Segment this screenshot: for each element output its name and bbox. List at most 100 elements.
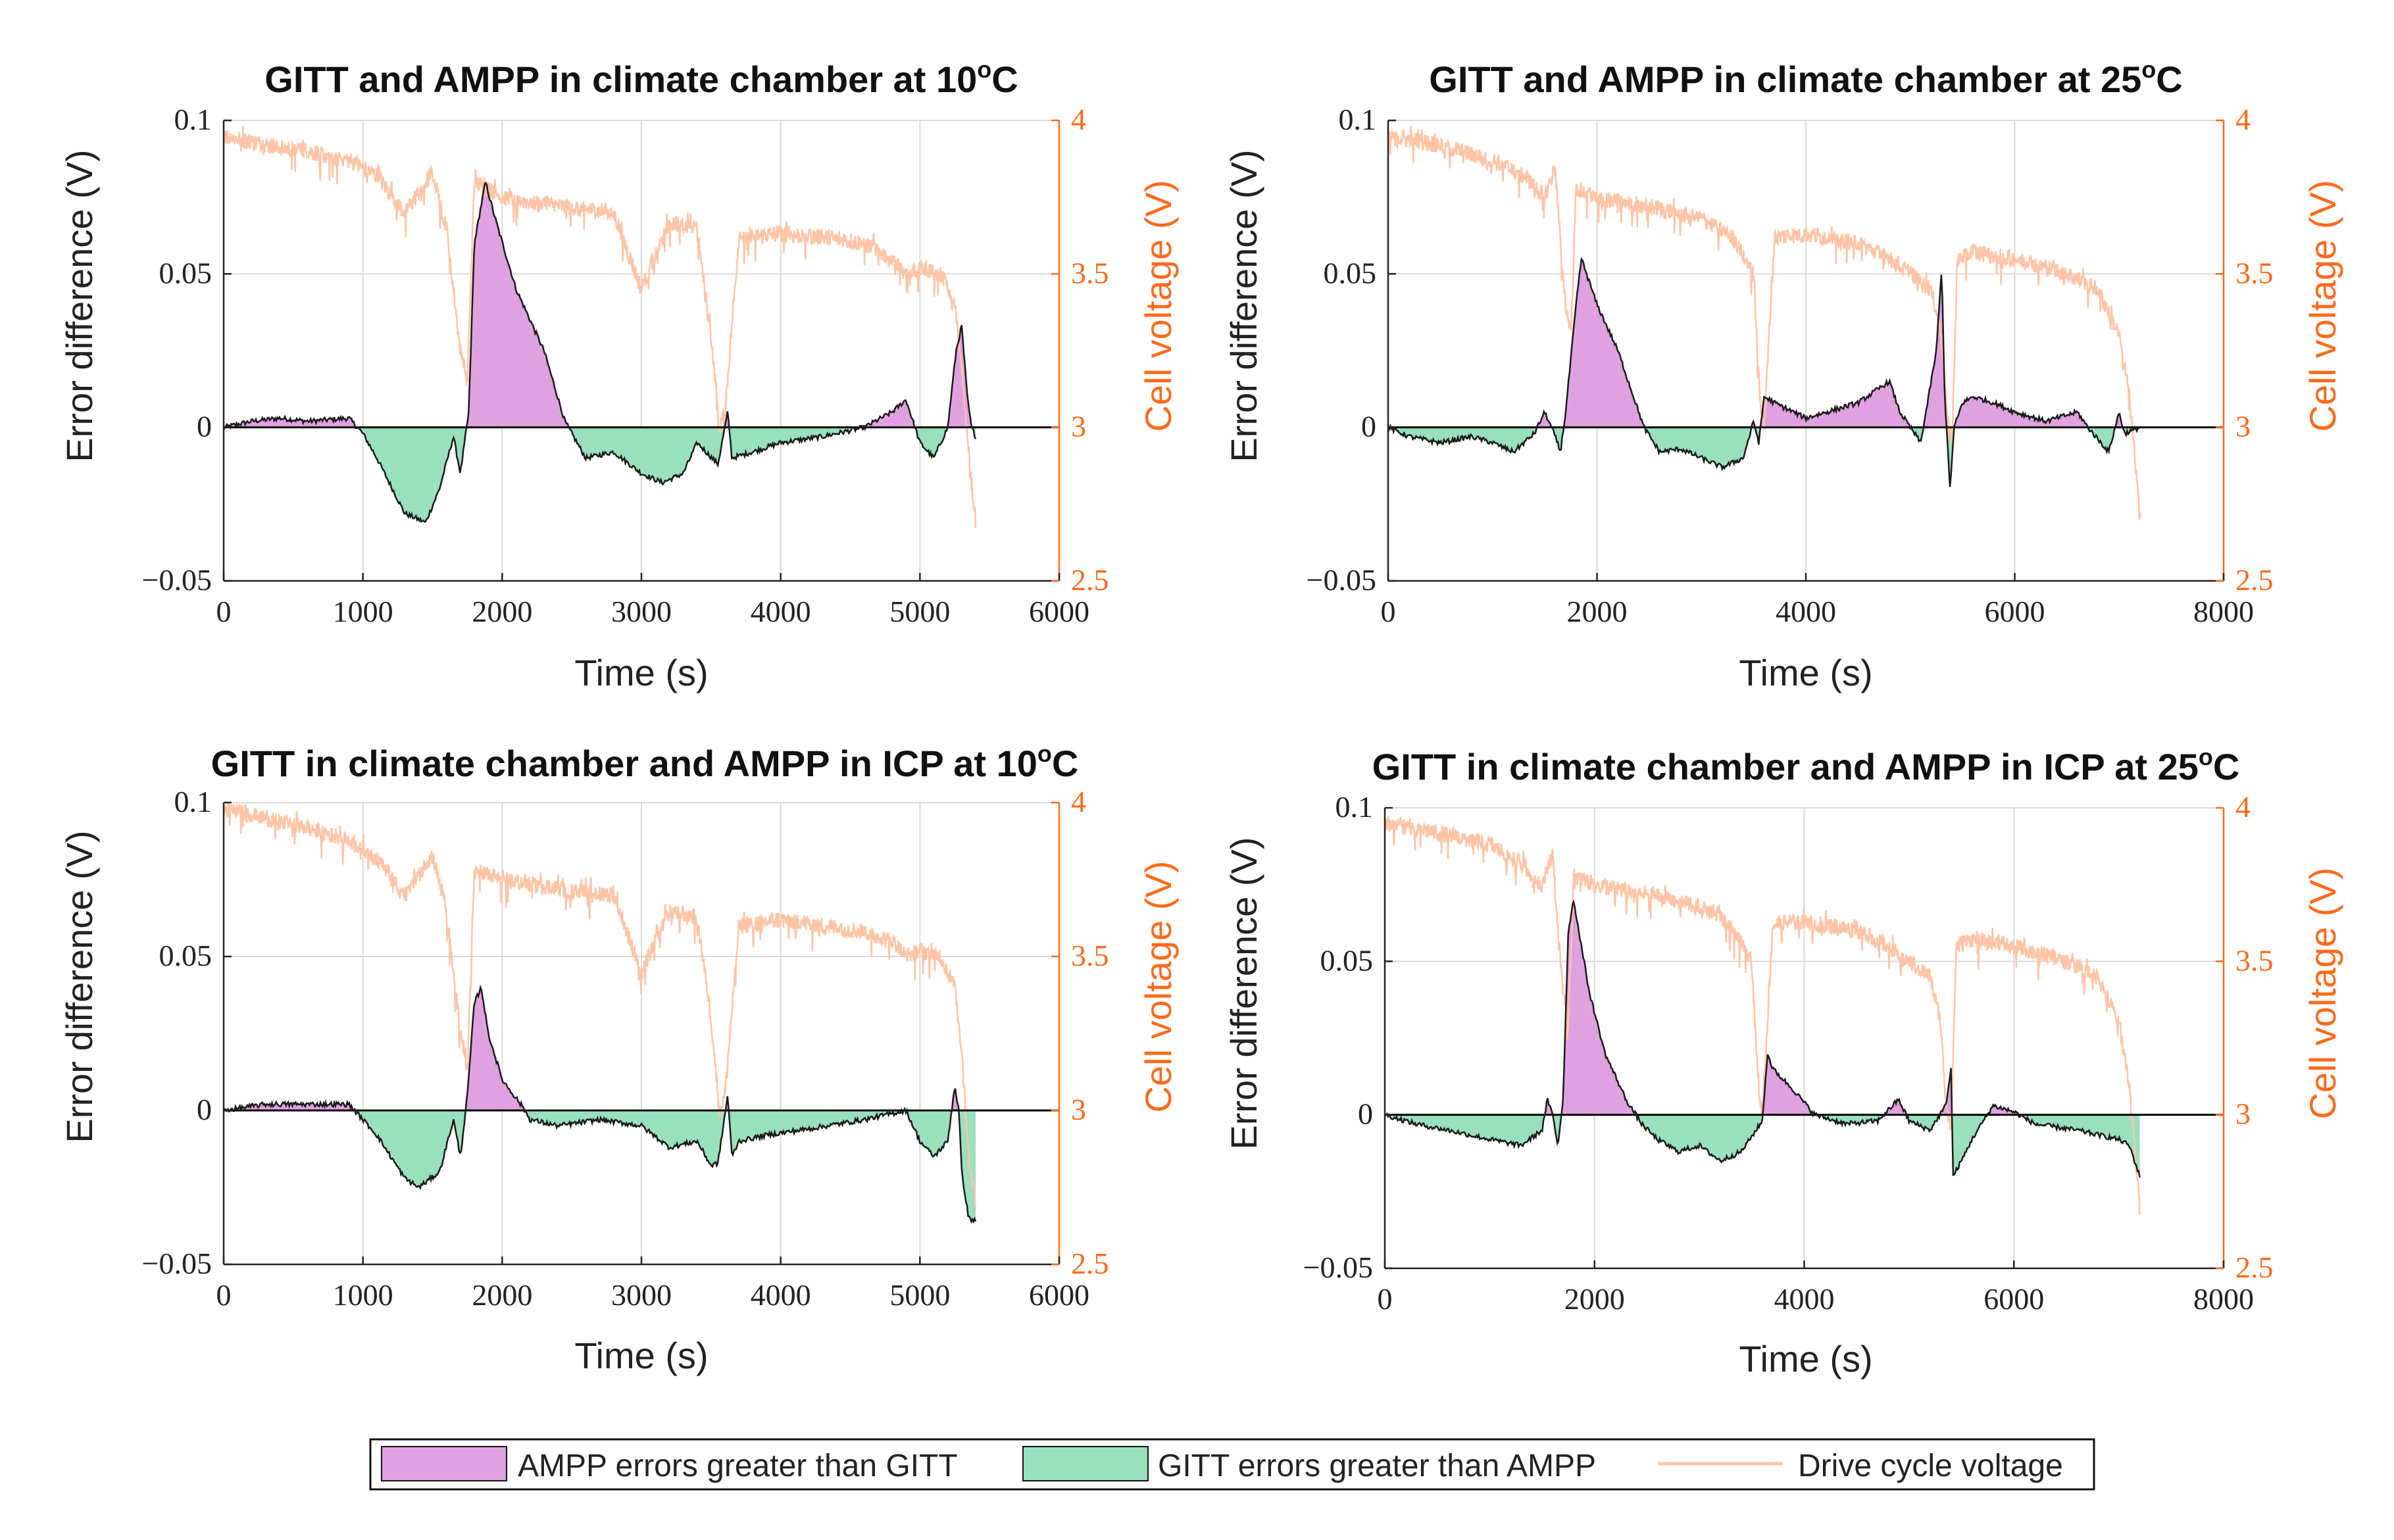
y-tick-label: −0.05 [1307,563,1376,597]
right-y-tick-label: 2.5 [1071,1247,1109,1280]
right-y-tick-label: 2.5 [1071,563,1109,597]
right-y-tick-label: 4 [2235,790,2251,824]
plot-area [222,120,1060,582]
right-y-axis-label: Cell voltage (V) [1137,180,1179,432]
x-tick-label: 2000 [1567,595,1628,628]
y-tick-label: 0 [197,410,212,443]
x-tick-label: 4000 [751,1278,811,1312]
x-tick-label: 6000 [1029,595,1089,628]
y-tick-label: 0.1 [1339,103,1377,136]
y-tick-label: −0.05 [142,1247,212,1280]
error-fill-areas [224,987,976,1222]
x-tick-label: 2000 [472,1278,532,1312]
gitt-greater-area [1822,1114,1885,1126]
y-axis-label: Error difference (V) [59,149,100,462]
x-tick-label: 3000 [611,1278,672,1312]
x-tick-label: 4000 [751,595,811,628]
x-axis-label: Time (s) [574,652,708,693]
y-tick-label: −0.05 [1303,1251,1373,1284]
y-tick-label: 0.05 [1320,943,1374,977]
x-tick-label: 2000 [1564,1282,1625,1316]
right-y-tick-label: 4 [1071,785,1086,818]
chart-panel-1: GITT and AMPP in climate chamber at 10oC… [59,56,1179,693]
x-tick-label: 0 [216,595,232,628]
plot-area [222,802,1060,1266]
x-tick-label: 0 [1378,1282,1393,1316]
x-tick-label: 5000 [889,1278,950,1312]
x-tick-label: 6000 [1983,1282,2044,1316]
x-axis-label: Time (s) [1739,1338,1872,1379]
x-tick-label: 1000 [333,1278,393,1312]
gitt-greater-area [1911,427,1924,441]
x-tick-label: 1000 [333,595,393,628]
error-fill-areas [224,183,976,522]
ampp-greater-area [1923,274,1947,428]
gitt-greater-area [959,1110,976,1222]
chart-title: GITT in climate chamber and AMPP in ICP … [1372,743,2240,787]
x-axis-label: Time (s) [574,1335,708,1376]
right-y-tick-label: 3 [2235,410,2251,443]
y-tick-label: 0.1 [1335,790,1374,824]
error-difference-line [1385,899,2141,1178]
ampp-greater-area [1954,397,2088,428]
x-tick-label: 8000 [2193,1282,2254,1316]
x-tick-label: 6000 [1029,1278,1089,1312]
right-y-axis-label: Cell voltage (V) [1137,861,1179,1113]
right-y-tick-label: 3.5 [1071,939,1109,972]
gitt-greater-area [1391,427,1537,453]
right-y-tick-label: 3 [1071,1093,1086,1126]
right-y-tick-label: 3.5 [2235,256,2274,289]
right-y-tick-label: 4 [2235,103,2251,136]
grid-lines [1387,120,2224,582]
x-tick-label: 0 [1381,595,1396,628]
ampp-greater-area [1760,380,1910,428]
drive-cycle-voltage-line [1385,816,2141,1215]
ampp-greater-area [1564,259,1645,428]
right-y-tick-label: 3.5 [2235,943,2274,977]
x-tick-label: 5000 [889,595,950,628]
x-tick-label: 6000 [1985,595,2045,628]
gitt-greater-area [1645,427,1752,469]
legend-voltage-label: Drive cycle voltage [1798,1449,2063,1483]
right-y-tick-label: 3.5 [1071,256,1109,289]
y-tick-label: 0 [1361,410,1376,443]
y-axis-label: Error difference (V) [1223,149,1264,462]
legend: AMPP errors greater than GITT GITT error… [369,1438,2095,1491]
gitt-greater-area [569,427,725,485]
x-axis-label: Time (s) [1739,652,1872,693]
error-difference-line [224,984,977,1224]
error-difference-line [224,182,977,524]
y-tick-label: 0.05 [159,256,212,289]
chart-title: GITT and AMPP in climate chamber at 25oC [1429,56,2182,100]
drive-cycle-voltage-line [224,803,977,1208]
ampp-greater-area [466,183,569,428]
gitt-greater-area [2021,1114,2140,1178]
ampp-greater-area [947,325,972,428]
gitt-greater-area [524,1110,726,1167]
chart-panel-3: GITT in climate chamber and AMPP in ICP … [59,740,1179,1376]
right-y-tick-label: 2.5 [2235,1251,2274,1284]
right-y-tick-label: 4 [1071,103,1086,136]
y-tick-label: 0.05 [159,939,212,972]
tick-labels: 0 1000 2000 3000 4000 5000 6000−0.0500.050.12.… [142,103,1109,628]
grid-lines [223,120,1060,582]
x-tick-label: 2000 [472,595,532,628]
gitt-greater-area [2087,427,2116,452]
gitt-greater-area [1389,1114,1545,1147]
drive-cycle-voltage-line [224,126,977,528]
error-fill-areas [1385,902,2140,1178]
x-tick-label: 0 [216,1278,232,1312]
error-fill-areas [1388,259,2140,487]
y-tick-label: 0.1 [174,785,212,818]
gitt-greater-area [907,1110,952,1157]
gitt-greater-area [1553,1114,1562,1143]
grid-lines [1384,807,2224,1269]
right-y-tick-label: 3 [1071,410,1086,443]
tick-labels: 0 1000 2000 3000 4000 5000 6000−0.0500.050.12.… [142,785,1109,1312]
chart-panel-4: GITT in climate chamber and AMPP in ICP … [1223,743,2343,1379]
ampp-greater-area [465,987,524,1110]
chart-panel-2: GITT and AMPP in climate chamber at 25oC… [1223,56,2343,693]
